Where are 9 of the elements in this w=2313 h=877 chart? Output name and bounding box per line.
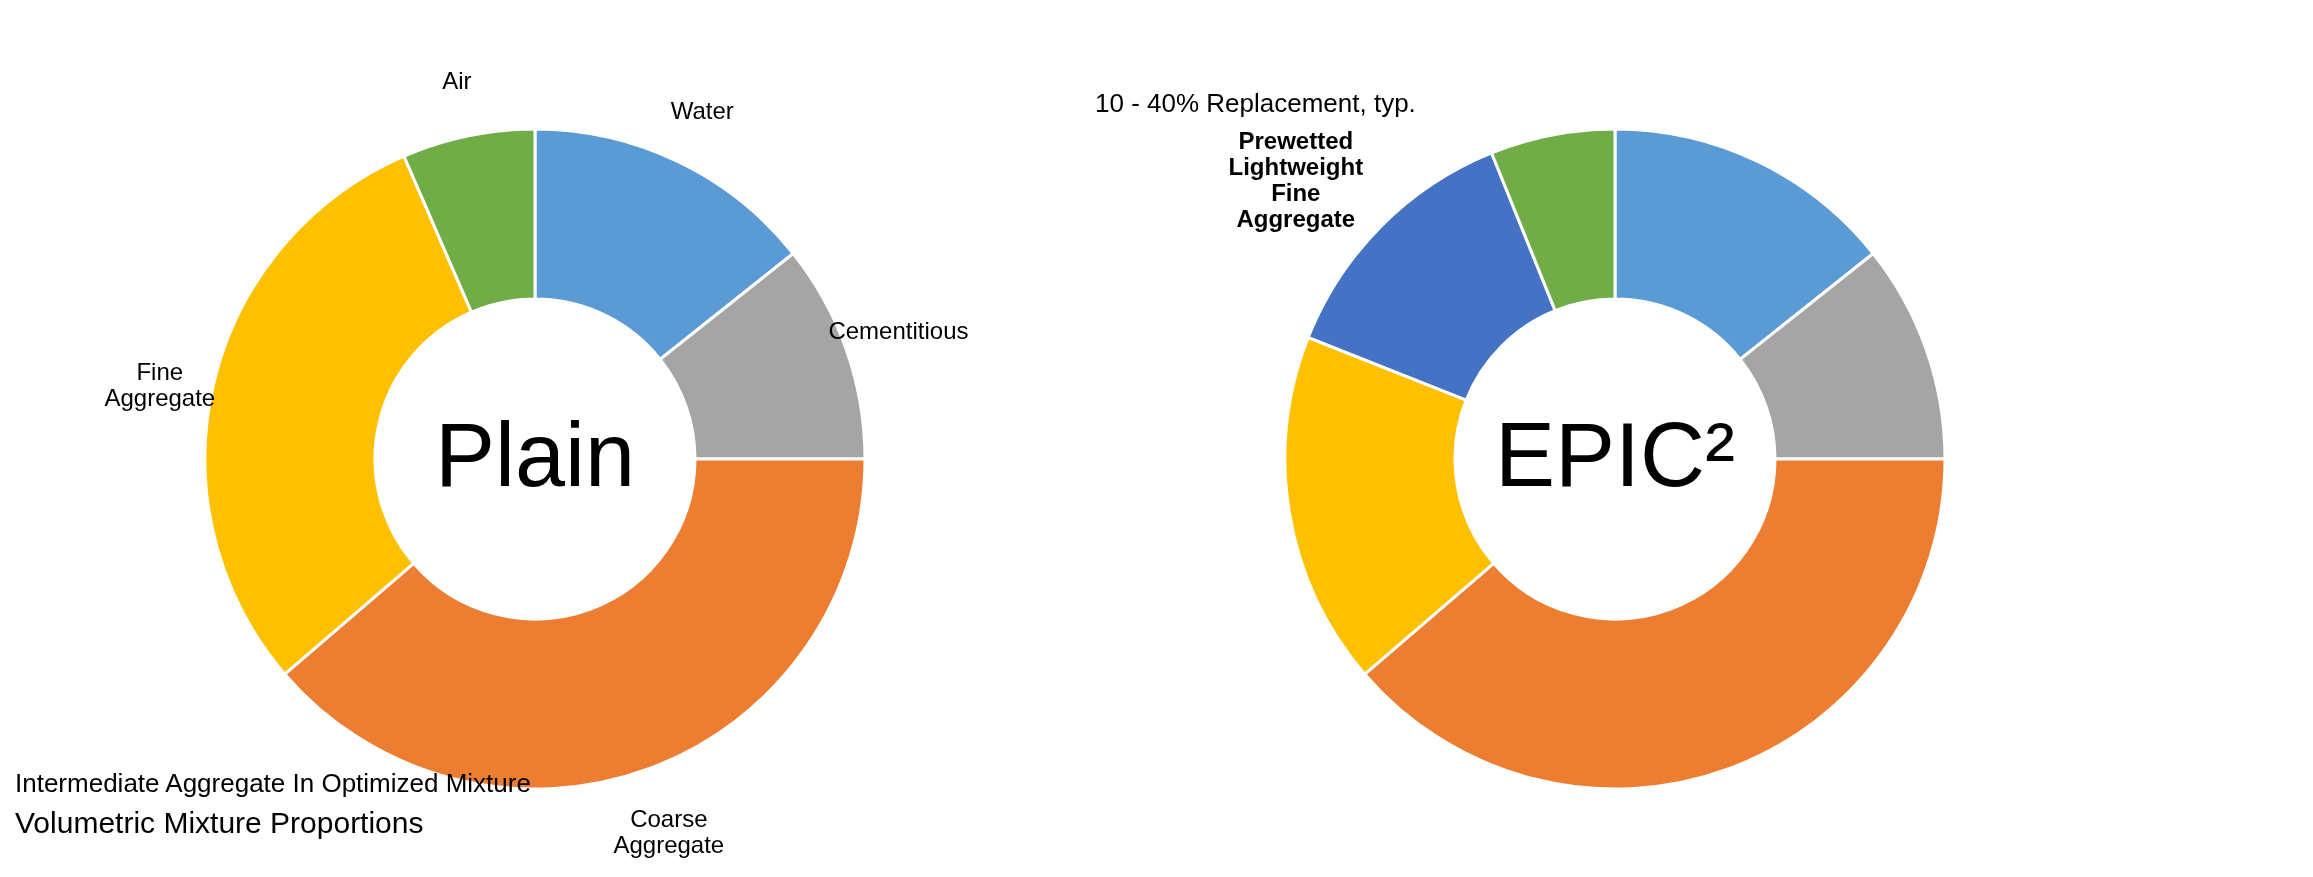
slice-label: Cementitious: [828, 317, 969, 345]
slice-label: Air: [442, 67, 472, 94]
text: Volumetric Mixture Proportions: [15, 806, 424, 839]
slice-label: Coarse Aggregate: [613, 804, 725, 858]
slice-label: Prewetted Lightweight Fine Aggregate: [1228, 126, 1364, 232]
text: EPIC²: [1494, 405, 1736, 505]
text: 10 - 40% Replacement, typ.: [1095, 88, 1416, 118]
slice-label: Water: [670, 97, 734, 125]
text: Plain: [434, 405, 636, 505]
